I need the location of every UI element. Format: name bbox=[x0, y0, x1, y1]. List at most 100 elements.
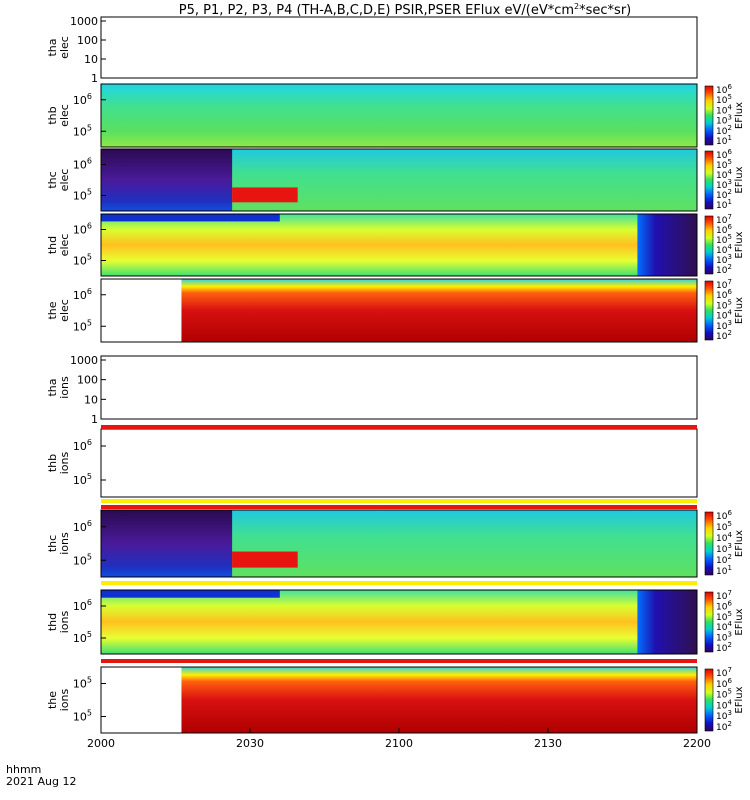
panel-label-the-ions: theions bbox=[46, 688, 71, 711]
x-tick-label: 2000 bbox=[87, 737, 115, 750]
separator-stripe bbox=[101, 425, 697, 429]
colorbar-tick-label: 103 bbox=[716, 114, 732, 127]
colorbar-tick-label: 102 bbox=[716, 553, 732, 566]
colorbar-tick-label: 102 bbox=[716, 188, 732, 201]
spectrogram-fill bbox=[181, 279, 697, 342]
colorbar-label: EFlux bbox=[734, 231, 745, 258]
spectrogram-fill bbox=[101, 84, 697, 147]
panel-frame bbox=[100, 213, 698, 277]
colorbar-tick-label: 101 bbox=[716, 134, 732, 147]
y-tick-label: 105 bbox=[73, 188, 92, 203]
panel-label-tha-elec: thaelec bbox=[46, 36, 71, 59]
y-tick-label: 10 bbox=[84, 53, 98, 66]
x-tick-label: 2030 bbox=[236, 737, 264, 750]
panel-frame bbox=[100, 589, 698, 655]
separator-stripe bbox=[101, 659, 697, 663]
colorbar-tick-label: 102 bbox=[716, 329, 732, 342]
colorbar-tick-label: 104 bbox=[716, 168, 732, 181]
colorbar-tick-label: 106 bbox=[716, 148, 732, 161]
panel-frame bbox=[100, 16, 698, 79]
panel-tha-elec: thaelec 1000 100 10 1 bbox=[46, 15, 698, 85]
colorbar-tick-label: 102 bbox=[716, 263, 732, 276]
panel-label-thd-ions: thdions bbox=[46, 610, 71, 633]
colorbar-tick-label: 104 bbox=[716, 698, 732, 711]
colorbar-label: EFlux bbox=[734, 102, 745, 129]
no-data-region bbox=[101, 279, 182, 342]
x-tick-label: 2130 bbox=[534, 737, 562, 750]
colorbar-label: EFlux bbox=[734, 297, 745, 324]
low-count-region bbox=[101, 149, 233, 211]
colorbar-tick-label: 103 bbox=[716, 709, 732, 722]
colorbar-tick-label: 106 bbox=[716, 599, 732, 612]
colorbar-tick-label: 102 bbox=[716, 720, 732, 733]
colorbar-label: EFlux bbox=[734, 530, 745, 557]
y-tick-label: 106 bbox=[73, 598, 92, 613]
panel-frame bbox=[100, 148, 698, 212]
colorbar-tick-label: 103 bbox=[716, 253, 732, 266]
y-tick-label: 106 bbox=[73, 519, 92, 534]
colorbar-label: EFlux bbox=[734, 166, 745, 193]
panel-background bbox=[101, 429, 697, 497]
high-flux-block bbox=[232, 187, 298, 203]
y-tick-label: 1000 bbox=[70, 15, 98, 28]
spectrogram-fill bbox=[101, 214, 697, 276]
colorbar-tick-label: 106 bbox=[716, 288, 732, 301]
colorbar-tick-label: 103 bbox=[716, 319, 732, 332]
colorbar-tick-label: 102 bbox=[716, 124, 732, 137]
colorbar-thc-ions bbox=[704, 511, 714, 576]
colorbar-tick-label: 106 bbox=[716, 223, 732, 236]
high-flux-block bbox=[232, 551, 298, 568]
y-tick-label: 1 bbox=[91, 72, 98, 85]
colorbar-tick-label: 107 bbox=[716, 213, 732, 226]
y-tick-label: 1000 bbox=[70, 354, 98, 367]
top-band bbox=[101, 590, 280, 598]
low-count-region bbox=[637, 590, 697, 654]
y-tick-label: 105 bbox=[73, 123, 92, 138]
panel-label-thb-elec: thbelec bbox=[46, 104, 71, 127]
colorbar-tick-label: 107 bbox=[716, 278, 732, 291]
panels: thaelec1000100101thbelec1061051061051041… bbox=[46, 15, 745, 734]
colorbar-tick-label: 104 bbox=[716, 309, 732, 322]
chart-title: P5, P1, P2, P3, P4 (TH-A,B,C,D,E) PSIR,P… bbox=[179, 2, 631, 18]
y-tick-label: 105 bbox=[73, 709, 92, 724]
colorbar-tick-label: 107 bbox=[716, 589, 732, 602]
panel-label-thc-elec: thcelec bbox=[46, 169, 71, 192]
y-tick-label: 105 bbox=[73, 552, 92, 567]
spectrogram-fill bbox=[101, 590, 697, 654]
y-tick-label: 100 bbox=[77, 374, 98, 387]
separator-stripe bbox=[101, 581, 697, 585]
y-tick-label: 100 bbox=[77, 34, 98, 47]
colorbar-tick-label: 106 bbox=[716, 509, 732, 522]
colorbar-tick-label: 105 bbox=[716, 688, 732, 701]
colorbar-tick-label: 104 bbox=[716, 103, 732, 116]
panel-frame bbox=[100, 509, 698, 578]
separator-stripe bbox=[101, 505, 697, 509]
x-axis-label-date: 2021 Aug 12 bbox=[6, 775, 76, 788]
y-tick-label: 105 bbox=[73, 253, 92, 268]
colorbar-tick-label: 101 bbox=[716, 564, 732, 577]
colorbar-tick-label: 103 bbox=[716, 178, 732, 191]
low-count-region bbox=[101, 510, 233, 577]
colorbar-tick-label: 105 bbox=[716, 158, 732, 171]
colorbar-thb-elec bbox=[704, 85, 714, 146]
y-tick-label: 106 bbox=[73, 92, 92, 107]
x-axis-label-hhmm: hhmm bbox=[6, 763, 41, 776]
panel-frame bbox=[100, 278, 698, 343]
colorbar-tick-label: 101 bbox=[716, 198, 732, 211]
colorbar-thc-elec bbox=[704, 150, 714, 210]
colorbar-label: EFlux bbox=[734, 608, 745, 635]
panel-label-thd-elec: thdelec bbox=[46, 234, 71, 257]
colorbar-tick-label: 103 bbox=[716, 542, 732, 555]
colorbar-tick-label: 103 bbox=[716, 631, 732, 644]
y-tick-label: 1 bbox=[91, 413, 98, 426]
top-band bbox=[101, 214, 280, 222]
colorbar-tick-label: 105 bbox=[716, 298, 732, 311]
colorbar-tick-label: 106 bbox=[716, 677, 732, 690]
colorbar-thd-ions bbox=[704, 591, 714, 653]
